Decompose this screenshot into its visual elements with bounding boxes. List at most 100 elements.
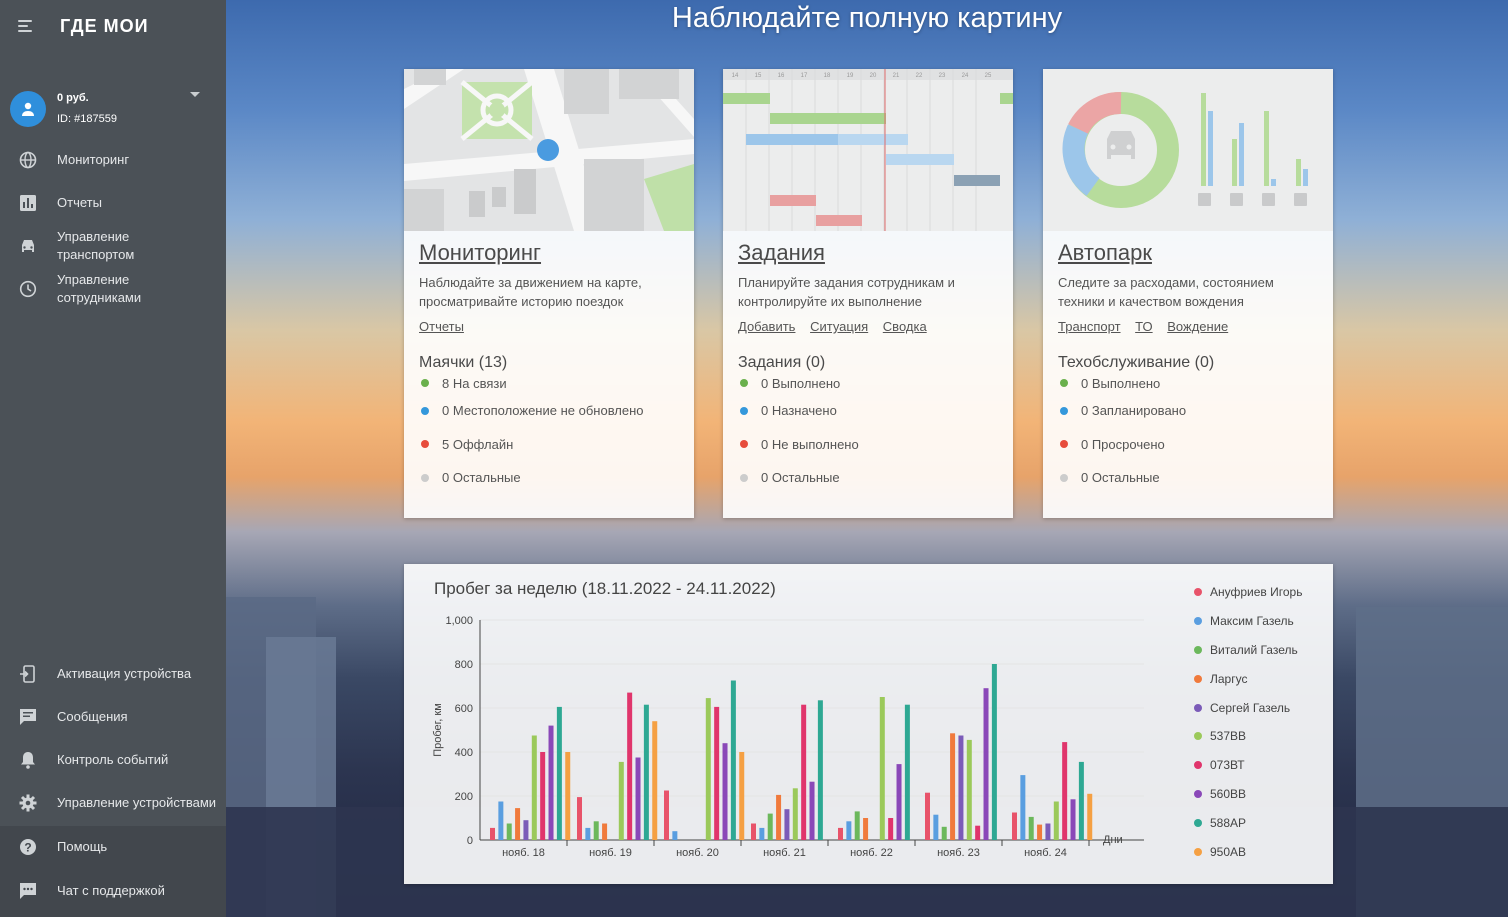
bar[interactable]	[863, 818, 869, 840]
bar[interactable]	[490, 827, 495, 840]
bar[interactable]	[577, 797, 582, 840]
bar[interactable]	[602, 823, 608, 841]
bar[interactable]	[958, 735, 964, 841]
y-tick-label: 1,000	[445, 615, 473, 627]
account-block[interactable]: 0 руб. ID: #187559	[0, 52, 226, 142]
bar[interactable]	[767, 813, 773, 840]
legend-item[interactable]: Максим Газель	[1194, 607, 1302, 636]
bar[interactable]	[975, 825, 981, 840]
bar[interactable]	[838, 827, 843, 840]
bar[interactable]	[1028, 816, 1034, 840]
bar[interactable]	[540, 752, 546, 840]
nav-item-help[interactable]: ? Помощь	[0, 837, 226, 857]
bar[interactable]	[801, 704, 807, 840]
bar[interactable]	[1078, 761, 1084, 840]
card-title[interactable]: Автопарк	[1058, 240, 1152, 265]
legend-item[interactable]: 537ВВ	[1194, 722, 1302, 751]
bar[interactable]	[925, 792, 930, 840]
logo[interactable]: ГДЕ МОИ	[60, 15, 149, 36]
bar[interactable]	[672, 831, 678, 840]
bar[interactable]	[904, 704, 910, 840]
nav-item-reports[interactable]: Отчеты	[0, 193, 226, 213]
bar[interactable]	[888, 818, 894, 840]
legend-item[interactable]: Сергей Газель	[1194, 693, 1302, 722]
legend-item[interactable]: 073ВТ	[1194, 751, 1302, 780]
bar[interactable]	[565, 752, 571, 840]
bar[interactable]	[896, 764, 902, 840]
y-tick-label: 200	[455, 791, 473, 803]
bar[interactable]	[933, 814, 939, 840]
nav-item-device-activation[interactable]: Активация устройства	[0, 664, 226, 684]
link-add[interactable]: Добавить	[738, 319, 796, 334]
legend-item[interactable]: 588АР	[1194, 808, 1302, 837]
link-transport[interactable]: Транспорт	[1058, 319, 1121, 334]
bar[interactable]	[751, 823, 756, 841]
bar[interactable]	[515, 808, 521, 840]
bar[interactable]	[635, 757, 641, 841]
bar[interactable]	[664, 790, 669, 841]
bar[interactable]	[498, 801, 504, 841]
link-situation[interactable]: Ситуация	[810, 319, 869, 334]
nav-item-monitoring[interactable]: Мониторинг	[0, 150, 226, 170]
legend-item[interactable]: Ануфриев Игорь	[1194, 578, 1302, 607]
link-maintenance[interactable]: ТО	[1135, 319, 1153, 334]
bar[interactable]	[722, 743, 728, 840]
legend-item[interactable]: 950АВ	[1194, 837, 1302, 866]
bar[interactable]	[523, 820, 529, 840]
bar[interactable]	[730, 680, 736, 841]
bar[interactable]	[966, 739, 972, 840]
bar[interactable]	[1045, 823, 1051, 841]
bar[interactable]	[556, 706, 562, 840]
bar[interactable]	[776, 794, 782, 840]
bar[interactable]	[991, 664, 997, 840]
bar[interactable]	[854, 811, 860, 840]
bar[interactable]	[618, 761, 624, 840]
bar[interactable]	[1087, 793, 1093, 840]
bar[interactable]	[739, 752, 745, 840]
bar[interactable]	[784, 809, 790, 840]
nav-item-event-control[interactable]: Контроль событий	[0, 750, 226, 770]
nav-item-support-chat[interactable]: Чат с поддержкой	[0, 881, 226, 901]
legend-item[interactable]: Ларгус	[1194, 664, 1302, 693]
nav-item-transport[interactable]: Управление транспортом	[0, 228, 180, 264]
bar[interactable]	[846, 821, 852, 840]
bar[interactable]	[548, 725, 554, 840]
bar[interactable]	[950, 733, 956, 840]
bar[interactable]	[652, 721, 658, 840]
bar[interactable]	[643, 704, 649, 840]
bar[interactable]	[627, 692, 633, 840]
card-title[interactable]: Мониторинг	[419, 240, 542, 265]
bar[interactable]	[593, 821, 599, 840]
bar[interactable]	[983, 688, 989, 840]
bar[interactable]	[714, 706, 720, 840]
bar[interactable]	[705, 698, 711, 840]
card-title[interactable]: Задания	[738, 240, 825, 265]
bar[interactable]	[1012, 812, 1017, 841]
chevron-down-icon[interactable]	[190, 92, 200, 97]
bar[interactable]	[1037, 824, 1043, 840]
link-summary[interactable]: Сводка	[882, 319, 927, 334]
nav-item-device-management[interactable]: Управление устройствами	[0, 793, 226, 813]
nav-item-messages[interactable]: Сообщения	[0, 707, 226, 727]
bar[interactable]	[585, 827, 591, 840]
legend-item[interactable]: 560ВВ	[1194, 780, 1302, 809]
nav-item-employees[interactable]: Управление сотрудниками	[0, 271, 180, 307]
bar[interactable]	[506, 823, 512, 841]
legend-item[interactable]: Виталий Газель	[1194, 636, 1302, 665]
bar[interactable]	[809, 781, 815, 840]
bar[interactable]	[1020, 775, 1026, 840]
link-driving[interactable]: Вождение	[1167, 319, 1229, 334]
bar[interactable]	[879, 697, 885, 840]
bar[interactable]	[1070, 799, 1076, 840]
bar[interactable]	[792, 788, 798, 840]
stat-label: 0 Остальные	[761, 470, 840, 486]
bar[interactable]	[941, 826, 947, 840]
link-reports[interactable]: Отчеты	[419, 319, 464, 334]
bar[interactable]	[1062, 742, 1068, 840]
bar[interactable]	[759, 827, 765, 840]
bar[interactable]	[1053, 801, 1059, 841]
help-section	[0, 826, 226, 917]
bar[interactable]	[817, 700, 823, 840]
collapse-menu-icon[interactable]	[18, 19, 38, 33]
bar[interactable]	[531, 735, 537, 841]
